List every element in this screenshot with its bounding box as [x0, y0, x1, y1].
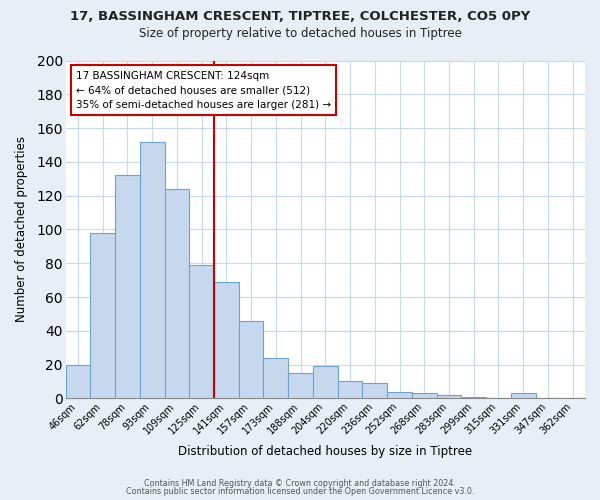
Text: Contains public sector information licensed under the Open Government Licence v3: Contains public sector information licen… [126, 487, 474, 496]
Bar [288, 373, 313, 398]
Text: 17 BASSINGHAM CRESCENT: 124sqm
← 64% of detached houses are smaller (512)
35% of: 17 BASSINGHAM CRESCENT: 124sqm ← 64% of … [76, 70, 331, 110]
Bar [239, 320, 263, 398]
Bar [164, 189, 189, 398]
Bar [461, 396, 486, 398]
Bar [437, 395, 461, 398]
Bar [362, 383, 387, 398]
Bar [412, 394, 437, 398]
Text: Contains HM Land Registry data © Crown copyright and database right 2024.: Contains HM Land Registry data © Crown c… [144, 478, 456, 488]
Bar [387, 392, 412, 398]
Bar [91, 233, 115, 398]
Bar [189, 265, 214, 398]
Bar [140, 142, 164, 398]
Text: Size of property relative to detached houses in Tiptree: Size of property relative to detached ho… [139, 28, 461, 40]
Text: 17, BASSINGHAM CRESCENT, TIPTREE, COLCHESTER, CO5 0PY: 17, BASSINGHAM CRESCENT, TIPTREE, COLCHE… [70, 10, 530, 23]
Bar [115, 176, 140, 398]
Y-axis label: Number of detached properties: Number of detached properties [15, 136, 28, 322]
Bar [511, 394, 536, 398]
Bar [65, 364, 91, 398]
Bar [338, 382, 362, 398]
Bar [313, 366, 338, 398]
Bar [214, 282, 239, 399]
X-axis label: Distribution of detached houses by size in Tiptree: Distribution of detached houses by size … [178, 444, 472, 458]
Bar [263, 358, 288, 399]
